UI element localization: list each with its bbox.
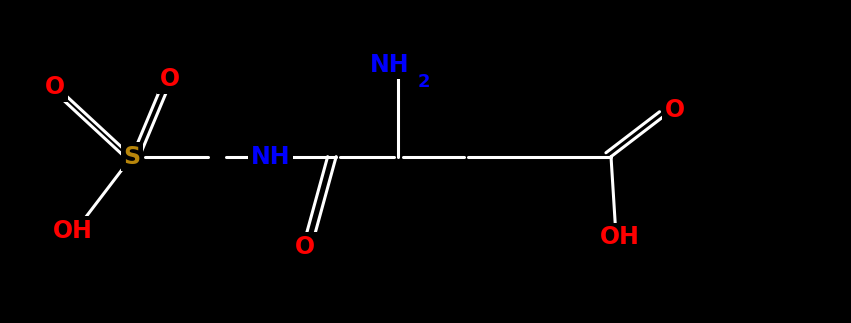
Text: OH: OH [600,225,639,249]
Text: O: O [665,98,685,122]
Text: O: O [160,67,180,91]
Text: O: O [294,235,315,259]
Text: 2: 2 [418,73,430,91]
Text: NH: NH [251,145,290,169]
Text: NH: NH [370,53,409,77]
Text: OH: OH [53,219,92,243]
Text: O: O [45,75,66,99]
Text: S: S [123,145,140,169]
